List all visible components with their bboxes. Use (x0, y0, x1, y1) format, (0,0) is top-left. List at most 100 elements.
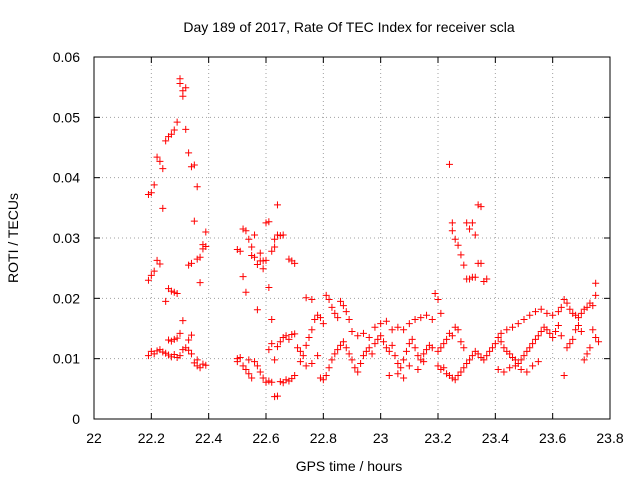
data-point (400, 374, 408, 382)
data-point (311, 315, 319, 323)
data-point (265, 283, 273, 291)
data-point (302, 294, 310, 302)
data-point (170, 126, 178, 134)
data-point (248, 243, 256, 251)
data-point (537, 328, 545, 336)
data-point (251, 253, 259, 261)
data-point (466, 275, 474, 283)
data-point (334, 346, 342, 354)
data-point (460, 344, 468, 352)
data-point (500, 368, 508, 376)
data-point (345, 315, 353, 323)
data-point (170, 335, 178, 343)
data-point (417, 356, 425, 364)
data-point (486, 347, 494, 355)
data-point (196, 364, 204, 372)
data-point (348, 356, 356, 364)
data-point (159, 348, 167, 356)
data-point (167, 130, 175, 138)
data-point (342, 308, 350, 316)
data-point (445, 160, 453, 168)
data-point (511, 362, 519, 370)
data-point (325, 364, 333, 372)
data-point (463, 359, 471, 367)
data-point (543, 326, 551, 334)
x-tick-label: 23.4 (482, 430, 509, 446)
data-point (466, 225, 474, 233)
data-point (185, 149, 193, 157)
data-point (314, 352, 322, 360)
x-tick-label: 23 (373, 430, 389, 446)
data-point (273, 201, 281, 209)
x-tick-label: 22.6 (252, 430, 279, 446)
data-point (316, 374, 324, 382)
data-point (457, 338, 465, 346)
data-point (428, 315, 436, 323)
data-point (526, 311, 534, 319)
data-point (233, 358, 241, 366)
data-point (294, 344, 302, 352)
data-point (354, 332, 362, 340)
data-point (451, 235, 459, 243)
data-point (411, 315, 419, 323)
data-point (170, 350, 178, 358)
data-point (529, 362, 537, 370)
data-point (534, 332, 542, 340)
data-point (279, 379, 287, 387)
data-point (503, 326, 511, 334)
data-point (514, 320, 522, 328)
data-point (308, 359, 316, 367)
data-point (262, 256, 270, 264)
data-point (549, 311, 557, 319)
data-point (523, 368, 531, 376)
data-point (337, 297, 345, 305)
data-point (185, 261, 193, 269)
data-point (411, 344, 419, 352)
data-point (557, 332, 565, 340)
data-point (159, 165, 167, 173)
data-point (153, 347, 161, 355)
data-point (451, 376, 459, 384)
data-point (193, 356, 201, 364)
data-point (285, 335, 293, 343)
data-point (339, 338, 347, 346)
data-point (385, 347, 393, 355)
data-point (437, 309, 445, 317)
data-point (273, 343, 281, 351)
data-point (302, 341, 310, 349)
data-point (431, 290, 439, 298)
data-point (391, 352, 399, 360)
data-point (256, 249, 264, 257)
data-point (520, 352, 528, 360)
data-point (566, 305, 574, 313)
data-point (405, 320, 413, 328)
data-point (156, 260, 164, 268)
data-point (400, 356, 408, 364)
data-point (144, 276, 152, 284)
data-point (182, 125, 190, 133)
data-point (319, 320, 327, 328)
data-point (497, 329, 505, 337)
data-point (569, 335, 577, 343)
data-point (577, 309, 585, 317)
x-axis-label: GPS time / hours (296, 458, 403, 474)
data-point (348, 328, 356, 336)
data-point (248, 251, 256, 259)
data-point (359, 329, 367, 337)
data-point (554, 308, 562, 316)
data-point (589, 302, 597, 310)
data-point (162, 349, 170, 357)
data-point (506, 350, 514, 358)
data-point (199, 360, 207, 368)
data-point (382, 317, 390, 325)
data-point (474, 350, 482, 358)
data-point (557, 303, 565, 311)
data-point (474, 201, 482, 209)
y-tick-label: 0.05 (53, 109, 80, 125)
data-point (471, 273, 479, 281)
data-point (331, 350, 339, 358)
data-point (443, 370, 451, 378)
data-point (371, 323, 379, 331)
y-tick-label: 0.01 (53, 351, 80, 367)
y-tick-label: 0.06 (53, 49, 80, 65)
